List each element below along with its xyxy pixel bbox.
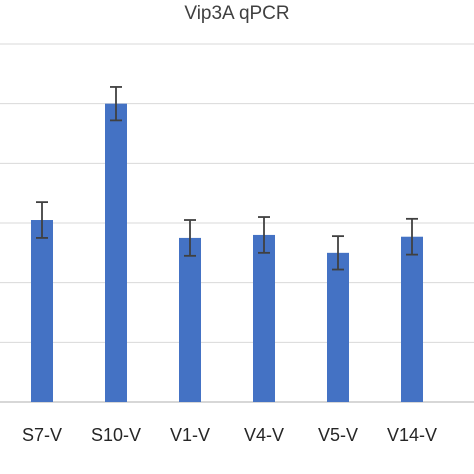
bar xyxy=(327,252,349,402)
bars xyxy=(31,103,423,403)
error-bar xyxy=(332,235,344,271)
x-tick-label: V14-V xyxy=(387,425,437,445)
gridlines xyxy=(0,43,474,403)
bar xyxy=(179,237,201,402)
error-bar xyxy=(184,219,196,257)
bar xyxy=(31,220,53,402)
error-bar xyxy=(258,216,270,254)
chart-title: Vip3A qPCR xyxy=(184,3,289,24)
error-bars xyxy=(36,86,418,271)
bar xyxy=(105,103,127,403)
error-bar xyxy=(406,217,418,256)
bar xyxy=(401,236,423,402)
error-bar xyxy=(110,86,122,122)
x-tick-label: V4-V xyxy=(244,425,284,445)
x-tick-label: V1-V xyxy=(170,425,210,445)
x-tick-label: S7-V xyxy=(22,425,62,445)
error-bar xyxy=(36,201,48,239)
bar xyxy=(253,234,275,402)
x-tick-label: V5-V xyxy=(318,425,358,445)
x-tick-label: S10-V xyxy=(91,425,141,445)
